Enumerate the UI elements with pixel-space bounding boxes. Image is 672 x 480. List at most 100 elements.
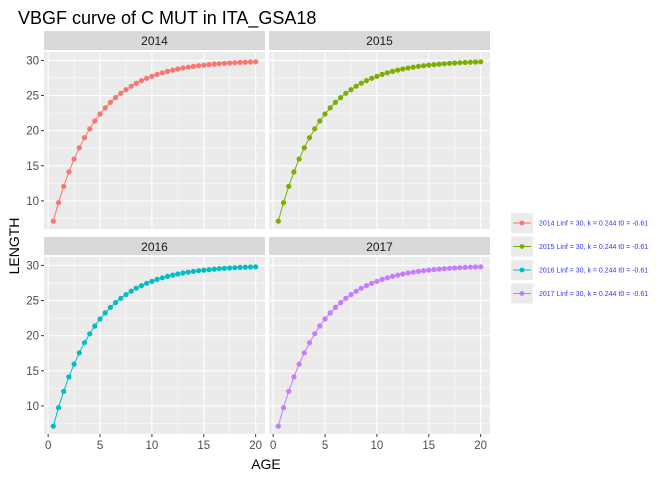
- data-point: [457, 60, 463, 66]
- series-line-2016: [52, 266, 256, 427]
- data-point: [338, 300, 344, 306]
- data-point: [353, 83, 359, 89]
- y-tick-label: 30: [26, 55, 39, 67]
- data-point: [66, 374, 72, 380]
- data-point: [55, 200, 62, 206]
- data-point: [216, 61, 222, 67]
- panel-2015: 2015: [269, 31, 490, 229]
- data-point: [369, 280, 375, 286]
- data-point: [253, 59, 259, 65]
- data-point: [467, 264, 473, 270]
- data-point: [81, 340, 88, 346]
- data-point: [374, 278, 380, 284]
- data-point: [421, 63, 427, 69]
- data-point: [291, 374, 297, 380]
- data-point: [128, 83, 134, 89]
- y-tick-label: 25: [26, 296, 39, 308]
- y-tick-label: 10: [26, 196, 39, 208]
- legend-label-2014: 2014 Linf = 30, k = 0.244 t0 = -0.61: [539, 221, 648, 228]
- data-point: [107, 99, 113, 105]
- x-tick-label: 20: [474, 440, 487, 452]
- strip-2014: [44, 31, 265, 50]
- data-point: [221, 265, 228, 271]
- data-point: [457, 265, 463, 271]
- panel-background: [44, 257, 265, 434]
- data-point: [415, 63, 421, 69]
- data-point: [301, 350, 307, 356]
- data-point: [185, 64, 191, 70]
- y-tick-label: 20: [26, 126, 39, 138]
- series-line-2015: [277, 61, 481, 222]
- data-point: [242, 59, 248, 65]
- data-point: [159, 70, 165, 76]
- x-tick-label: 5: [322, 440, 328, 452]
- data-point: [322, 111, 328, 117]
- data-point: [232, 265, 238, 271]
- legend-key-point: [519, 267, 525, 273]
- data-point: [343, 295, 349, 301]
- legend-key-point: [519, 244, 525, 249]
- y-tick-label: 25: [26, 91, 39, 103]
- data-point: [164, 68, 171, 74]
- data-point: [206, 267, 212, 273]
- data-point: [296, 361, 302, 367]
- y-tick-label: 15: [26, 366, 39, 378]
- data-point: [180, 270, 186, 276]
- data-point: [312, 331, 318, 337]
- data-point: [206, 62, 212, 68]
- data-point: [343, 90, 349, 96]
- data-point: [113, 300, 119, 306]
- strip-label-2016: 2016: [141, 240, 168, 254]
- data-point: [286, 388, 292, 394]
- data-point: [405, 65, 411, 71]
- x-tick-label: 10: [371, 440, 384, 452]
- data-point: [71, 156, 77, 162]
- data-point: [462, 59, 468, 65]
- legend-key-point: [519, 220, 525, 226]
- data-point: [87, 126, 93, 132]
- data-point: [201, 267, 207, 273]
- data-point: [374, 73, 380, 79]
- data-point: [118, 295, 124, 301]
- data-point: [123, 292, 129, 298]
- data-point: [348, 87, 354, 93]
- data-point: [61, 183, 67, 189]
- data-point: [211, 61, 217, 67]
- data-point: [389, 273, 396, 279]
- data-point: [237, 59, 243, 65]
- data-point: [138, 283, 145, 289]
- data-point: [50, 218, 56, 224]
- data-point: [253, 264, 259, 270]
- strip-label-2014: 2014: [141, 34, 168, 48]
- data-point: [280, 405, 287, 411]
- x-tick-label: 0: [45, 440, 51, 452]
- panel-2014: 2014 10 15 20 25 30: [26, 31, 265, 229]
- y-tick-label: 15: [26, 161, 39, 173]
- x-tick-label: 5: [97, 440, 103, 452]
- x-tick-label: 0: [270, 440, 276, 452]
- data-point: [478, 59, 484, 65]
- data-point: [227, 265, 233, 271]
- data-point: [317, 118, 323, 124]
- data-point: [478, 264, 484, 270]
- panel-2016: 2016 10 15 20 25 30 0 5 10 15 20: [26, 237, 265, 452]
- data-point: [280, 200, 287, 206]
- data-point: [196, 268, 202, 274]
- legend: 2014 Linf = 30, k = 0.244 t0 = -0.61 2015…: [511, 210, 658, 304]
- data-point: [384, 70, 390, 76]
- data-point: [190, 63, 196, 69]
- x-tick-label: 20: [249, 440, 262, 452]
- panel-background: [269, 257, 490, 434]
- data-point: [400, 66, 406, 72]
- data-point: [55, 405, 62, 411]
- data-point: [436, 61, 442, 67]
- data-point: [467, 59, 473, 65]
- data-point: [196, 63, 202, 69]
- data-point: [291, 169, 297, 175]
- data-point: [81, 135, 88, 141]
- data-point: [363, 283, 370, 289]
- data-point: [97, 316, 103, 322]
- data-point: [348, 292, 354, 298]
